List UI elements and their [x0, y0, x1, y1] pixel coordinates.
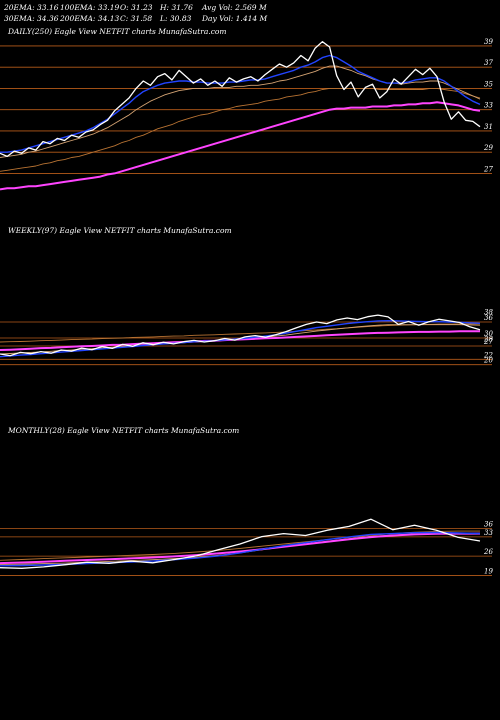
daily-tick-label: 31 [484, 123, 493, 131]
daily-ema100-line [0, 87, 481, 172]
weekly-tick-label: 36 [484, 314, 493, 322]
close-readout: C: 31.58 [120, 14, 153, 23]
ema30-readout: 30EMA: 34.36 [4, 14, 59, 23]
daily-tick-label: 27 [483, 165, 493, 173]
daily-ema200-line [0, 101, 481, 191]
low-readout: L: 30.83 [160, 14, 192, 23]
monthly-ema200-line [0, 532, 480, 565]
ema100-readout: 100EMA: 33.19 [60, 3, 120, 12]
monthly-tick-label: 33 [484, 529, 493, 537]
weekly-tick-label: 30 [484, 330, 493, 338]
day-vol-readout: Day Vol: 1.414 M [202, 14, 268, 23]
monthly-price-line [0, 518, 481, 569]
ema20-readout: 20EMA: 33.16 [4, 3, 59, 12]
monthly-tick-label: 19 [484, 567, 493, 575]
weekly-ema200-line [0, 330, 480, 351]
monthly-ema20-line [0, 531, 481, 567]
weekly-tick-label: 27 [483, 338, 493, 346]
weekly-tick-label: 38 [484, 309, 493, 317]
daily-tick-label: 29 [483, 144, 493, 152]
open-readout: O: 31.23 [120, 3, 153, 12]
high-readout: H: 31.76 [160, 3, 193, 12]
monthly-tick-label: 26 [483, 548, 493, 556]
daily-tick-label: 35 [484, 80, 493, 88]
daily-panel-title: DAILY(250) Eagle View NETFIT charts Muna… [8, 27, 227, 36]
daily-panel: 39 37 35 33 31 29 27 [0, 38, 493, 191]
weekly-tick-label: 20 [483, 357, 493, 365]
weekly-tick-label: 28 [483, 335, 493, 343]
monthly-panel-title: MONTHLY(28) Eagle View NETFIT charts Mun… [8, 426, 240, 435]
daily-tick-label: 39 [484, 38, 493, 46]
weekly-price-line [0, 314, 481, 357]
daily-tick-label: 33 [484, 102, 493, 110]
monthly-tick-label: 36 [484, 521, 493, 529]
weekly-tick-label: 22 [483, 351, 493, 359]
daily-price-line [0, 41, 481, 158]
avg-vol-readout: Avg Vol: 2.569 M [202, 3, 267, 12]
daily-tick-label: 37 [484, 59, 493, 67]
weekly-panel-title: WEEKLY(97) Eagle View NETFIT charts Muna… [8, 226, 232, 235]
ema200-readout: 200EMA: 34.13 [60, 14, 120, 23]
